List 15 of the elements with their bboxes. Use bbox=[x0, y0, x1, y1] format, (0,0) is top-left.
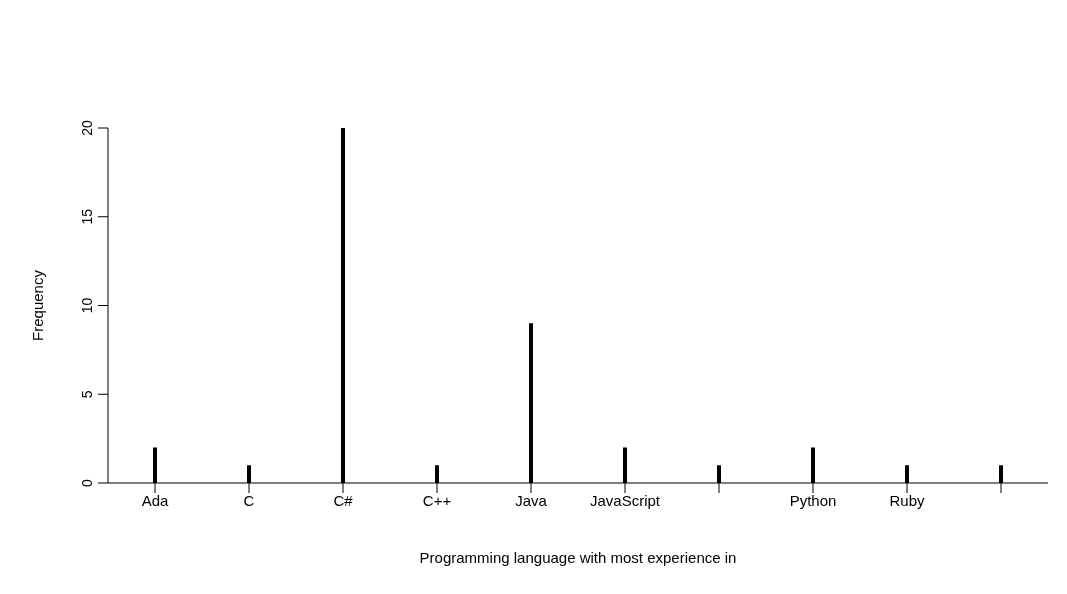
x-axis-title: Programming language with most experience in bbox=[419, 549, 737, 566]
x-tick-label: Python bbox=[789, 491, 837, 509]
x-tick-label: JavaScript bbox=[589, 491, 661, 509]
y-tick-label: 20 bbox=[79, 120, 95, 136]
y-tick-label: 5 bbox=[79, 390, 95, 399]
x-tick-label: C# bbox=[333, 491, 354, 509]
x-tick-label: Ada bbox=[141, 491, 169, 509]
x-tick-label: Ruby bbox=[889, 491, 925, 509]
x-tick-label: C++ bbox=[422, 491, 452, 509]
x-tick-label: C bbox=[243, 491, 255, 509]
y-tick-label: 0 bbox=[79, 478, 95, 487]
x-tick-label: Java bbox=[515, 491, 548, 509]
y-tick-label: 15 bbox=[79, 208, 95, 225]
y-axis-title: Frequency bbox=[29, 269, 47, 341]
y-tick-label: 10 bbox=[79, 297, 95, 314]
